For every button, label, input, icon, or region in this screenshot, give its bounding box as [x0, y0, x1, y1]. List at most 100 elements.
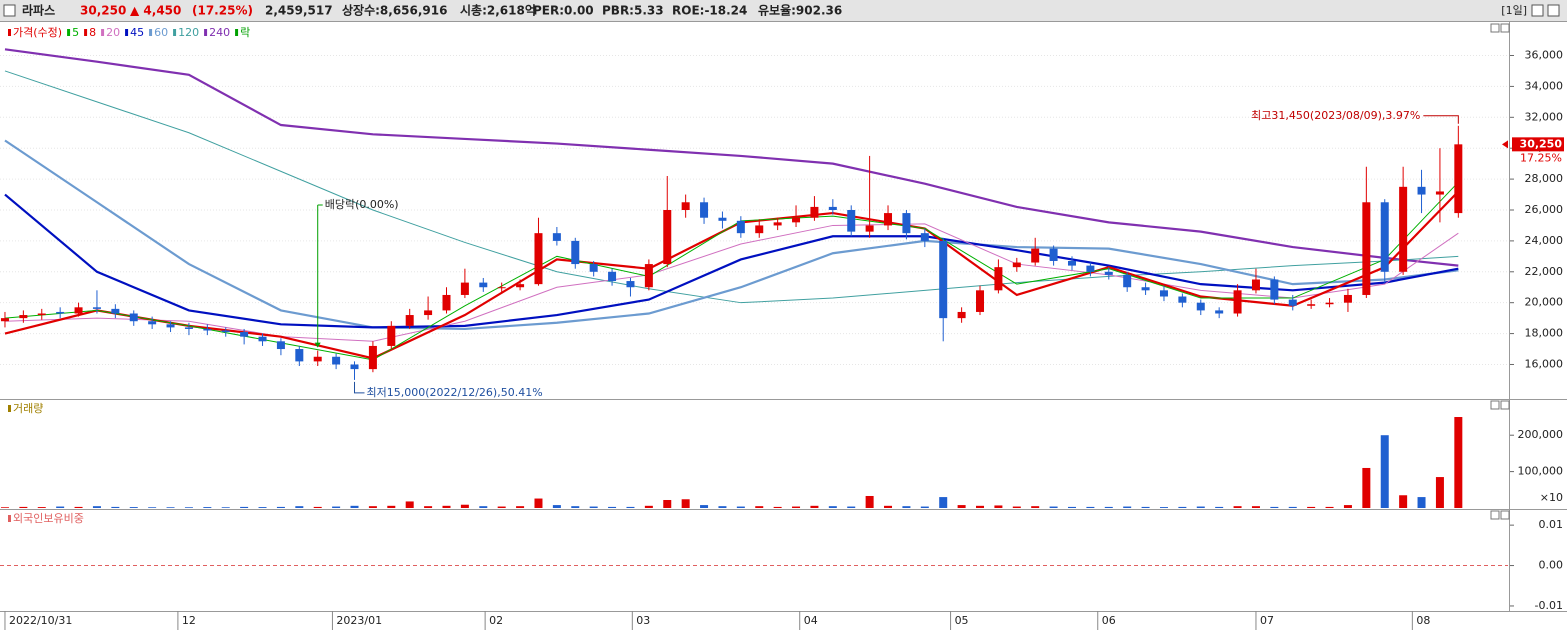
candle-body — [644, 264, 653, 288]
candle-body — [332, 356, 341, 365]
x-tick-label: 08 — [1416, 614, 1430, 627]
moving-average — [4, 70, 1459, 304]
x-tick-label: 03 — [636, 614, 650, 627]
panel-button[interactable] — [1500, 23, 1510, 33]
candle-body — [1417, 186, 1426, 195]
candle-body — [460, 282, 469, 295]
candle-body — [240, 332, 249, 337]
volume-bar — [1435, 477, 1444, 508]
panel-button[interactable] — [1490, 400, 1500, 410]
candle-body — [828, 206, 837, 210]
candle-body — [1399, 186, 1408, 272]
volume-bar — [166, 507, 175, 508]
unit-label: ×10 — [1540, 491, 1563, 504]
candle-body — [663, 209, 672, 265]
volume-bar — [1049, 506, 1058, 508]
volume-bar — [718, 506, 727, 508]
period[interactable]: [1일] — [1501, 3, 1527, 17]
volume-bar — [221, 507, 230, 508]
panel-button[interactable] — [1500, 510, 1510, 520]
volume-bar — [571, 506, 580, 508]
candle-body — [74, 307, 83, 314]
volume-bar — [552, 505, 561, 508]
low-arrow — [354, 381, 365, 394]
candle-body — [1012, 262, 1021, 268]
candle-body — [1362, 202, 1371, 295]
candle-body — [1123, 274, 1132, 288]
volume-bar — [663, 499, 672, 508]
last-price-pointer — [1502, 140, 1508, 149]
volume-bar — [1086, 506, 1095, 508]
panel-button[interactable] — [1490, 510, 1500, 520]
candle-body — [884, 213, 893, 226]
last-price-box — [1512, 137, 1564, 152]
candle-body — [516, 284, 525, 288]
volume-bar — [700, 505, 709, 508]
volume-bar — [203, 507, 212, 508]
candle-body — [1196, 302, 1205, 311]
candle-body — [552, 233, 561, 241]
moving-average — [4, 193, 1459, 329]
volume-bar — [92, 506, 101, 508]
candle-body — [1104, 271, 1113, 275]
volume-bar — [19, 506, 28, 508]
volume-bar — [1251, 506, 1260, 508]
maximize-button[interactable] — [1531, 4, 1544, 17]
market-cap: 시총:2,618억 — [460, 3, 536, 18]
volume-bar — [258, 507, 267, 508]
volume-bar — [516, 506, 525, 508]
candle-body — [920, 233, 929, 241]
candle-body — [700, 202, 709, 218]
price: 30,250 — [80, 4, 126, 18]
checkbox[interactable] — [3, 4, 16, 17]
volume-bar — [828, 506, 837, 508]
volume-bar — [736, 506, 745, 508]
candle-body — [534, 233, 543, 285]
volume-bar — [1141, 506, 1150, 508]
candle-body — [92, 307, 101, 309]
candle-body — [1343, 294, 1352, 303]
low-annotation: 최저15,000(2022/12/26),50.41% — [367, 386, 543, 399]
candle-body — [939, 240, 948, 319]
roe: ROE:-18.24 — [672, 4, 747, 18]
candle-body — [442, 294, 451, 311]
candle-body — [1270, 279, 1279, 300]
legend-label: 20 — [106, 26, 120, 39]
volume-bar — [920, 506, 929, 508]
volume-bar — [111, 506, 120, 508]
volume-bar — [865, 495, 874, 508]
candle-body — [19, 315, 28, 319]
x-tick-label: 05 — [955, 614, 969, 627]
legend-swatch — [8, 515, 11, 522]
volume-bar — [1104, 506, 1113, 508]
candle-body — [497, 287, 506, 289]
volume-bar — [1123, 506, 1132, 508]
legend-label: 45 — [130, 26, 144, 39]
volume-bar — [276, 506, 285, 508]
volume-bar — [792, 506, 801, 508]
legend-swatch — [101, 29, 105, 36]
volume-bar — [1196, 506, 1205, 508]
close-button[interactable] — [1547, 4, 1560, 17]
candle-body — [736, 220, 745, 234]
y-tick-label: 28,000 — [1525, 172, 1564, 185]
y-tick-label: 16,000 — [1525, 357, 1564, 370]
legend-label: 60 — [154, 26, 168, 39]
candle-body — [1435, 191, 1444, 195]
legend-swatch — [149, 29, 153, 36]
candle-body — [773, 222, 782, 226]
y-tick-label: 18,000 — [1525, 327, 1564, 340]
legend-label: 120 — [178, 26, 199, 39]
volume-bar — [847, 506, 856, 508]
x-tick-label: 04 — [804, 614, 818, 627]
y-tick-label: 0.00 — [1539, 559, 1564, 572]
y-tick-label: 0.01 — [1539, 518, 1564, 531]
volume-bar — [1307, 506, 1316, 508]
y-tick-label: 100,000 — [1518, 465, 1564, 478]
y-tick-label: 32,000 — [1525, 110, 1564, 123]
y-tick-label: 22,000 — [1525, 265, 1564, 278]
panel-button[interactable] — [1500, 400, 1510, 410]
volume-bar — [1454, 417, 1463, 508]
panel-button[interactable] — [1490, 23, 1500, 33]
